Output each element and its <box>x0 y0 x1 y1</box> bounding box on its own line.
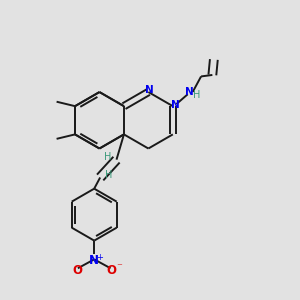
Text: N: N <box>146 85 154 95</box>
Text: N: N <box>89 254 99 267</box>
Text: O: O <box>106 263 116 277</box>
Text: O: O <box>72 263 82 277</box>
Text: ⁻: ⁻ <box>116 262 122 272</box>
Text: N: N <box>185 87 194 97</box>
Text: +: + <box>96 253 103 262</box>
Text: H: H <box>105 169 112 179</box>
Text: H: H <box>104 152 112 162</box>
Text: H: H <box>193 90 201 100</box>
Text: N: N <box>171 100 180 110</box>
